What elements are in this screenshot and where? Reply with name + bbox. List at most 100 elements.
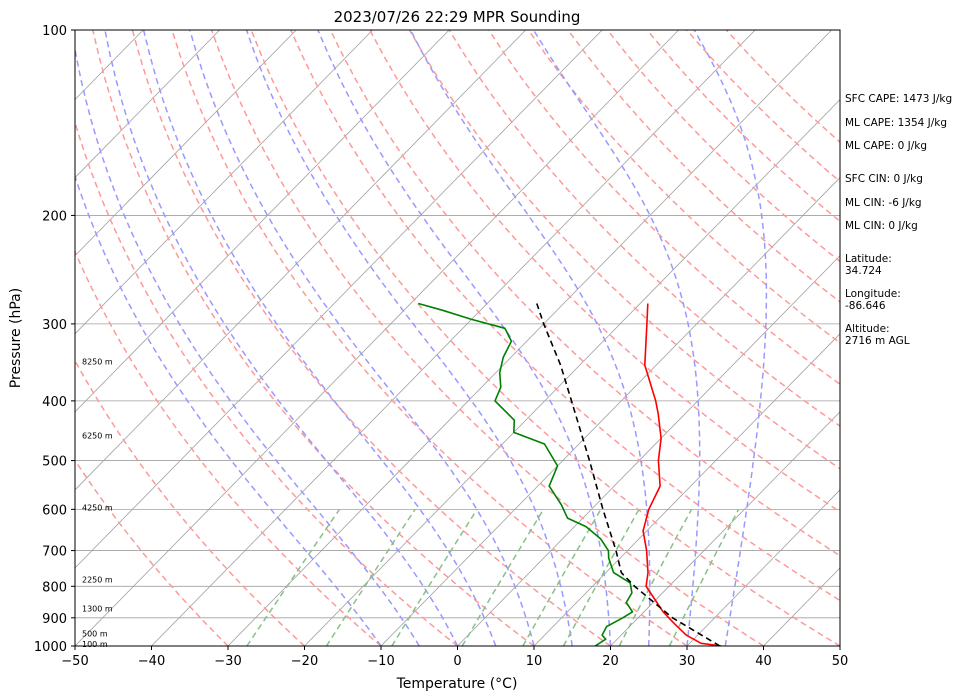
isotherm-line xyxy=(75,30,220,179)
y-tick-label: 200 xyxy=(42,209,67,224)
x-axis-label: Temperature (°C) xyxy=(396,676,518,692)
moist-adiabat-line xyxy=(104,30,459,646)
dry-adiabat-line xyxy=(92,30,535,646)
annotation-text: ML CIN: 0 J/kg xyxy=(845,220,918,232)
height-label: 4250 m xyxy=(82,504,113,513)
x-tick-label: −30 xyxy=(214,654,241,669)
moist-adiabat-line xyxy=(693,30,768,646)
moist-adiabat-line xyxy=(245,30,574,646)
mixing-ratio-line xyxy=(325,508,416,646)
annotation-text: -86.646 xyxy=(845,300,886,312)
isotherm-line xyxy=(75,30,603,569)
dry-adiabat-line xyxy=(329,30,840,557)
y-tick-label: 800 xyxy=(42,580,67,595)
dry-adiabat-line xyxy=(250,30,840,646)
dry-adiabat-line xyxy=(408,30,840,470)
annotation-text: Altitude: xyxy=(845,323,890,335)
y-tick-label: 1000 xyxy=(34,640,67,655)
dry-adiabat-line xyxy=(75,249,382,646)
isotherm-line xyxy=(686,489,840,646)
mixing-ratio-line xyxy=(391,508,478,646)
mixing-ratio-line xyxy=(562,508,640,646)
annotation-text: SFC CIN: 0 J/kg xyxy=(845,173,923,185)
annotation-text: ML CAPE: 1354 J/kg xyxy=(845,117,947,129)
isotherm-line xyxy=(75,30,297,257)
isotherm-line xyxy=(75,30,526,491)
dry-adiabat-line xyxy=(527,30,840,344)
y-axis-ticks: 100 200 300 400 500 600 700 800 900 1000 xyxy=(34,24,75,655)
moist-adiabat-line xyxy=(189,30,535,646)
annotation-text: ML CIN: -6 J/kg xyxy=(845,197,922,209)
y-tick-label: 400 xyxy=(42,395,67,410)
isotherm-line xyxy=(75,30,373,335)
moist-adiabat-line xyxy=(317,30,612,646)
sounding-annotations: SFC CAPE: 1473 J/kg ML CAPE: 1354 J/kg ML … xyxy=(845,93,952,347)
x-tick-label: 0 xyxy=(453,654,461,669)
moist-adiabat-line xyxy=(409,30,651,646)
moist-adiabat-line xyxy=(75,173,382,646)
y-tick-label: 300 xyxy=(42,318,67,333)
x-tick-label: −20 xyxy=(291,654,318,669)
isotherm-line xyxy=(380,177,840,646)
height-label: 2250 m xyxy=(82,576,113,585)
annotation-text: 34.724 xyxy=(845,265,882,277)
annotation-text: SFC CAPE: 1473 J/kg xyxy=(845,93,952,105)
annotation-text: Longitude: xyxy=(845,288,901,300)
x-axis-ticks: −50 −40 −30 −20 −10 0 10 20 30 40 50 xyxy=(61,646,848,669)
dry-adiabat-line xyxy=(369,30,840,513)
y-axis-label: Pressure (hPa) xyxy=(8,288,24,388)
isotherm-line xyxy=(304,98,840,646)
dry-adiabat-line xyxy=(210,30,764,646)
height-label: 8250 m xyxy=(82,357,113,366)
moist-adiabat-line xyxy=(75,44,420,646)
y-tick-label: 500 xyxy=(42,455,67,470)
dry-adiabat-line xyxy=(171,30,688,646)
mixing-ratio-line xyxy=(461,508,545,646)
x-tick-label: 30 xyxy=(679,654,696,669)
y-tick-label: 700 xyxy=(42,545,67,560)
mixing-ratio-line xyxy=(618,508,693,646)
profile-line xyxy=(418,302,634,646)
height-label: 6250 m xyxy=(82,431,113,440)
moist-adiabat-line xyxy=(532,30,701,646)
x-tick-label: −40 xyxy=(138,654,165,669)
x-tick-label: 20 xyxy=(602,654,619,669)
dry-adiabat-line xyxy=(290,30,840,602)
annotation-text: ML CAPE: 0 J/kg xyxy=(845,140,927,152)
moist-adiabat-line xyxy=(142,30,497,646)
y-tick-label: 600 xyxy=(42,503,67,518)
isotherm-line xyxy=(457,255,840,646)
plot-frame xyxy=(74,29,841,647)
x-tick-label: −10 xyxy=(367,654,394,669)
dry-adiabat-line xyxy=(448,30,840,428)
dry-adiabat-line xyxy=(75,359,306,646)
profile-lines xyxy=(418,302,722,646)
height-label: 100 m xyxy=(82,640,108,649)
mixing-ratio-line xyxy=(522,508,602,646)
isotherm-line xyxy=(227,30,832,646)
height-label: 1300 m xyxy=(82,605,113,614)
y-tick-label: 900 xyxy=(42,612,67,627)
dry-adiabat-line xyxy=(75,458,229,646)
isotherm-line xyxy=(75,30,679,646)
x-tick-label: 50 xyxy=(832,654,849,669)
mixing-ratio-line xyxy=(246,508,341,646)
isotherm-line xyxy=(533,333,840,646)
dry-adiabat-line xyxy=(131,30,611,646)
isotherm-line xyxy=(151,30,756,646)
dry-adiabat-line xyxy=(488,30,840,386)
height-label: 500 m xyxy=(82,630,108,639)
background-lines xyxy=(75,30,840,646)
dry-adiabat-line xyxy=(75,120,458,646)
profile-line xyxy=(536,303,721,646)
annotation-text: 2716 m AGL xyxy=(845,335,910,347)
x-tick-label: 40 xyxy=(755,654,772,669)
isotherm-line xyxy=(610,411,840,646)
y-tick-label: 100 xyxy=(42,24,67,39)
x-tick-label: −50 xyxy=(61,654,88,669)
x-tick-label: 10 xyxy=(526,654,543,669)
isotherm-line xyxy=(75,30,450,413)
chart-title: 2023/07/26 22:29 MPR Sounding xyxy=(334,8,581,26)
